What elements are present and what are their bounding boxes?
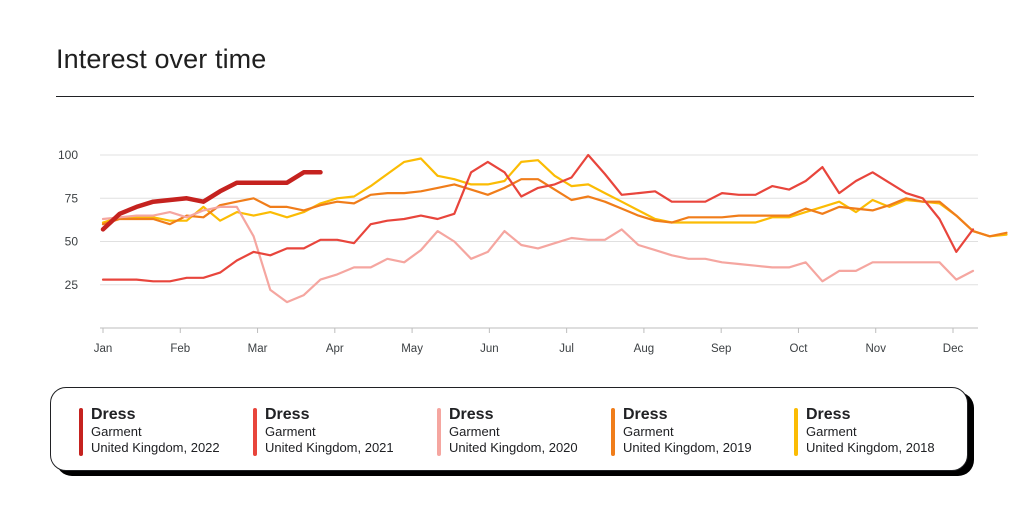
x-tick-label: Nov <box>866 343 887 355</box>
legend-category: Garment <box>449 424 500 439</box>
y-tick-label: 75 <box>65 191 79 205</box>
legend-term: Dress <box>91 406 136 423</box>
series-line[interactable] <box>101 157 1008 238</box>
x-tick-label: Jul <box>559 343 574 355</box>
legend-category: Garment <box>91 424 142 439</box>
legend-category: Garment <box>623 424 674 439</box>
legend-color-bar <box>611 408 615 456</box>
x-tick-label: Jun <box>480 343 499 355</box>
legend-region: United Kingdom, 2021 <box>265 440 394 455</box>
series-line[interactable] <box>100 170 323 232</box>
legend-region: United Kingdom, 2022 <box>91 440 220 455</box>
legend-region: United Kingdom, 2018 <box>806 440 935 455</box>
y-tick-label: 25 <box>65 278 79 292</box>
legend-region: United Kingdom, 2020 <box>449 440 578 455</box>
x-tick-label: Apr <box>326 343 344 355</box>
series-line[interactable] <box>101 205 975 304</box>
line-chart: 25 50 75 100 Jan Feb Mar Apr May Jun Jul Aug Sep Oct… <box>58 148 1008 355</box>
legend-region: United Kingdom, 2019 <box>623 440 752 455</box>
legend: Dress Garment United Kingdom, 2022 Dress… <box>50 387 968 471</box>
x-tick-label: Jan <box>94 343 113 355</box>
legend-color-bar <box>437 408 441 456</box>
x-tick-label: Oct <box>790 343 809 355</box>
y-tick-label: 50 <box>65 235 79 249</box>
legend-term: Dress <box>806 406 851 423</box>
legend-term: Dress <box>623 406 668 423</box>
series-line[interactable] <box>101 178 1008 238</box>
chart-lines <box>100 153 1008 304</box>
legend-term: Dress <box>265 406 310 423</box>
gridlines <box>100 154 978 286</box>
legend-category: Garment <box>265 424 316 439</box>
title-divider <box>56 96 974 97</box>
legend-color-bar <box>253 408 257 456</box>
y-tick-label: 100 <box>58 148 78 162</box>
x-tick-label: May <box>401 343 423 355</box>
legend-term: Dress <box>449 406 494 423</box>
chart-title: Interest over time <box>56 44 267 74</box>
legend-color-bar <box>794 408 798 456</box>
x-tick-label: Mar <box>248 343 268 355</box>
x-tick-label: Aug <box>634 343 654 355</box>
x-tick-label: Sep <box>711 343 731 355</box>
x-axis: Jan Feb Mar Apr May Jun Jul Aug Sep Oct Nov Dec <box>94 327 978 355</box>
x-tick-label: Feb <box>170 343 190 355</box>
x-tick-label: Dec <box>943 343 964 355</box>
series-line[interactable] <box>101 153 975 283</box>
y-axis-ticks: 25 50 75 100 <box>58 148 78 292</box>
legend-color-bar <box>79 408 83 456</box>
legend-category: Garment <box>806 424 857 439</box>
